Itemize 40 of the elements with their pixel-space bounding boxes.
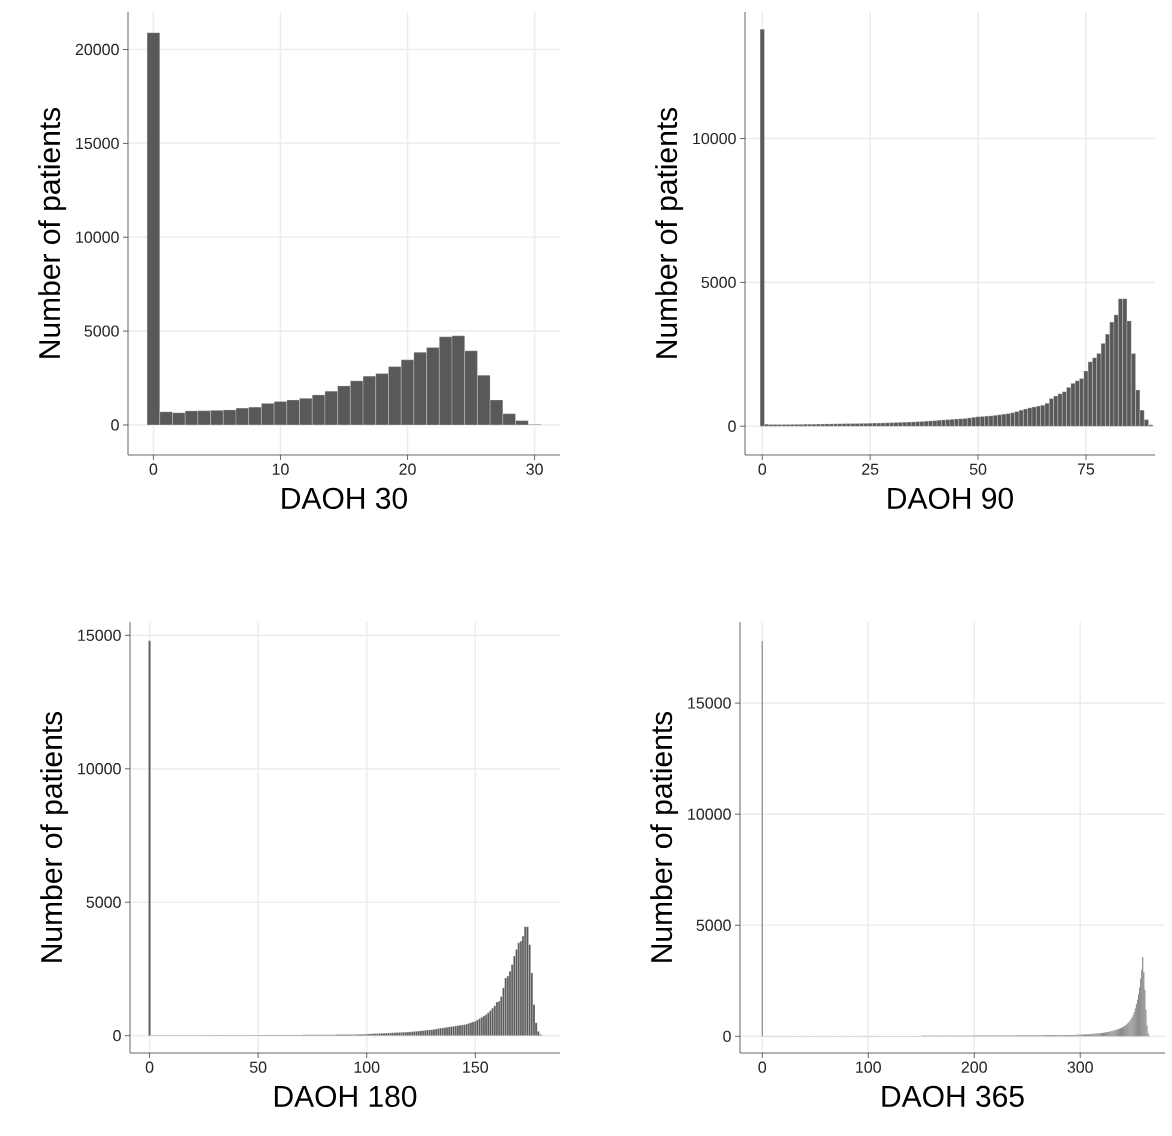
y-tick-label: 0 — [728, 420, 736, 432]
y-axis-title: Number of patients — [650, 711, 679, 962]
y-tick-label: 0 — [113, 1029, 121, 1042]
y-tick-label: 15000 — [688, 697, 731, 709]
y-tick-label: 10000 — [688, 808, 731, 820]
x-tick-label: 10 — [272, 463, 289, 475]
x-axis-title: DAOH 180 — [274, 1085, 417, 1107]
y-tick-label: 5000 — [696, 919, 731, 931]
y-tick-label: 0 — [111, 419, 119, 431]
y-tick-label: 10000 — [693, 132, 736, 145]
y-tick-label: 5000 — [86, 896, 121, 908]
x-tick-label: 0 — [758, 1061, 767, 1073]
y-tick-label: 10000 — [78, 763, 121, 775]
y-axis-title: Number of patients — [655, 107, 684, 358]
x-tick-label: 30 — [526, 463, 543, 475]
x-tick-label: 150 — [463, 1061, 489, 1073]
x-tick-label: 300 — [1067, 1061, 1093, 1073]
y-tick-label: 15000 — [76, 137, 119, 150]
y-tick-label: 0 — [723, 1030, 731, 1042]
x-tick-label: 0 — [758, 463, 767, 475]
x-axis-title: DAOH 365 — [882, 1085, 1024, 1107]
x-tick-label: 50 — [249, 1061, 267, 1073]
x-tick-label: 20 — [399, 463, 416, 475]
y-axis-title: Number of patients — [38, 107, 67, 358]
x-tick-label: 25 — [862, 463, 879, 475]
y-tick-label: 20000 — [75, 43, 119, 56]
x-tick-label: 0 — [149, 463, 158, 475]
y-tick-label: 5000 — [84, 325, 119, 337]
y-tick-label: 5000 — [701, 276, 736, 289]
x-tick-label: 100 — [354, 1061, 380, 1073]
x-tick-label: 200 — [961, 1061, 987, 1073]
x-axis-title: DAOH 90 — [888, 487, 1013, 509]
y-tick-label: 15000 — [78, 629, 121, 641]
x-tick-label: 100 — [856, 1061, 881, 1073]
x-tick-label: 0 — [145, 1061, 154, 1073]
y-axis-title: Number of patients — [40, 711, 69, 962]
x-tick-label: 75 — [1077, 463, 1095, 475]
x-tick-label: 50 — [969, 463, 987, 475]
x-axis-title: DAOH 30 — [282, 487, 407, 509]
y-tick-label: 10000 — [76, 231, 119, 243]
